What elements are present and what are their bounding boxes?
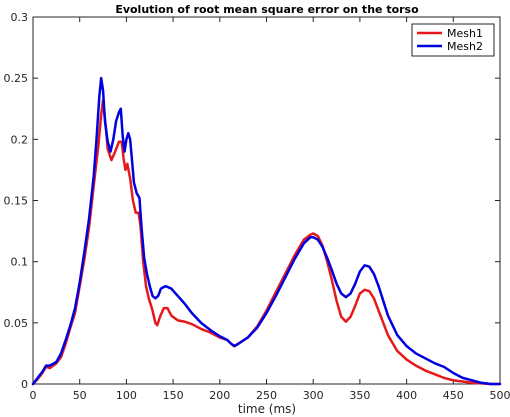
- x-tick-label: 150: [163, 389, 184, 402]
- series-line-mesh2: [31, 76, 502, 386]
- x-tick-label: 250: [256, 389, 277, 402]
- x-axis-label: time (ms): [238, 402, 296, 416]
- x-tick-label: 450: [443, 389, 464, 402]
- x-axis-ticks: 0 50 100 150 200 250 300 350 400 450 500: [30, 17, 510, 402]
- plot-frame: [32, 16, 501, 385]
- x-tick-label: 200: [209, 389, 230, 402]
- y-tick-label: 0.1: [11, 256, 29, 269]
- y-tick-label: 0: [21, 378, 28, 391]
- y-tick-label: 0.05: [4, 317, 29, 330]
- legend-box: [411, 23, 495, 57]
- legend-label-mesh2: Mesh2: [447, 40, 483, 53]
- y-tick-label: 0.25: [4, 72, 29, 85]
- legend-label-mesh1: Mesh1: [447, 27, 483, 40]
- y-axis-ticks: 0 0.05 0.1 0.15 0.2 0.25 0.3: [4, 11, 500, 391]
- y-tick-label: 0.2: [11, 133, 29, 146]
- x-tick-label: 50: [73, 389, 87, 402]
- series-lines: [31, 76, 502, 386]
- y-tick-label: 0.15: [4, 195, 29, 208]
- x-tick-label: 100: [116, 389, 137, 402]
- x-tick-label: 400: [396, 389, 417, 402]
- x-tick-label: 0: [30, 389, 37, 402]
- x-tick-label: 300: [303, 389, 324, 402]
- y-tick-label: 0.3: [11, 11, 29, 24]
- x-tick-label: 350: [349, 389, 370, 402]
- chart-title: Evolution of root mean square error on t…: [115, 3, 419, 16]
- series-line-mesh1: [31, 98, 502, 386]
- x-tick-label: 500: [490, 389, 510, 402]
